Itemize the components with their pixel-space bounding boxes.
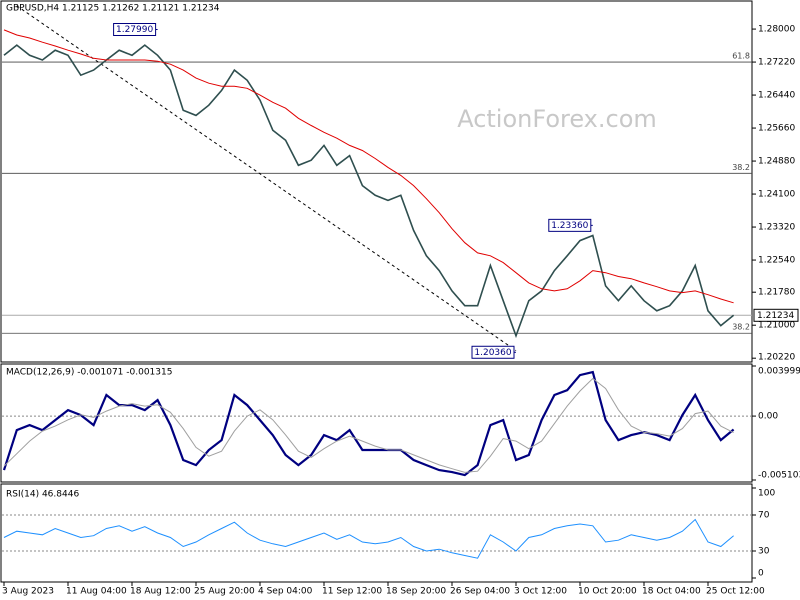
y-tick-label: 0.00	[758, 412, 778, 422]
panel-title: MACD(12,26,9) -0.001071 -0.001315	[6, 368, 172, 378]
series-line	[3, 44, 735, 339]
current-price-box	[753, 308, 799, 322]
y-tick-label: 0.003999	[758, 367, 800, 377]
y-tick-label: 70	[758, 511, 770, 521]
price-panel	[0, 0, 753, 363]
x-tick-label: 18 Oct 04:00	[642, 587, 701, 597]
y-tick-label: 100	[758, 489, 775, 499]
y-tick-label: 1.24880	[758, 157, 795, 167]
y-tick-label: 1.20220	[758, 353, 795, 363]
annotation-label: 1.27990	[116, 25, 153, 35]
watermark: ActionForex.com	[457, 105, 657, 133]
x-tick-label: 3 Oct 12:00	[514, 587, 567, 597]
series-line	[3, 518, 734, 559]
series-line	[3, 377, 734, 473]
y-tick-label: 1.23320	[758, 223, 795, 233]
x-tick-label: 26 Sep 04:00	[450, 587, 510, 597]
current-price-label: 1.21234	[757, 311, 794, 321]
y-tick-label: 1.27220	[758, 58, 795, 68]
y-tick-label: 1.24100	[758, 190, 795, 200]
series-line	[3, 29, 734, 304]
panel-title: GBPUSD,H4 1.21125 1.21262 1.21121 1.2123…	[6, 4, 220, 14]
trend-line	[16, 5, 517, 351]
y-tick-label: 1.28000	[758, 25, 795, 35]
x-tick-label: 4 Sep 04:00	[258, 587, 313, 597]
x-tick-label: 11 Aug 04:00	[66, 587, 127, 597]
x-tick-label: 3 Aug 2023	[2, 587, 54, 597]
y-tick-label: 30	[758, 547, 770, 557]
y-tick-label: 1.25660	[758, 124, 795, 134]
level-label: 61.8	[732, 52, 750, 61]
level-label: 38.2	[732, 163, 750, 172]
y-tick-label: 1.21000	[758, 321, 795, 331]
annotation-label: 1.23360	[551, 221, 588, 231]
annotation-box	[548, 218, 592, 232]
x-tick-label: 11 Sep 12:00	[322, 587, 382, 597]
y-tick-label: 1.21780	[758, 288, 795, 298]
annotation-box	[113, 22, 157, 36]
x-tick-label: 18 Aug 12:00	[130, 587, 191, 597]
annotation-label: 1.20360	[474, 348, 511, 358]
x-tick-label: 25 Oct 12:00	[706, 587, 765, 597]
x-tick-label: 18 Sep 20:00	[386, 587, 446, 597]
rsi-panel	[0, 483, 753, 583]
y-tick-label: 0	[758, 569, 764, 579]
level-label: 38.2	[732, 323, 750, 332]
y-tick-label: 1.26440	[758, 91, 795, 101]
x-tick-label: 10 Oct 20:00	[578, 587, 637, 597]
annotation-box	[471, 345, 515, 359]
y-tick-label: -0.005103	[758, 471, 800, 481]
macd-panel	[0, 363, 753, 483]
x-tick-label: 25 Aug 20:00	[194, 587, 255, 597]
panel-title: RSI(14) 46.8446	[6, 490, 79, 500]
y-tick-label: 1.22540	[758, 256, 795, 266]
